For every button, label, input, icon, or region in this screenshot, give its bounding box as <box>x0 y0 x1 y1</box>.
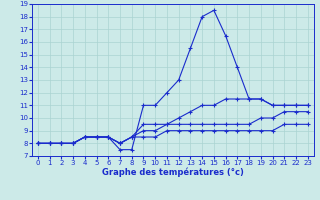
X-axis label: Graphe des températures (°c): Graphe des températures (°c) <box>102 168 244 177</box>
